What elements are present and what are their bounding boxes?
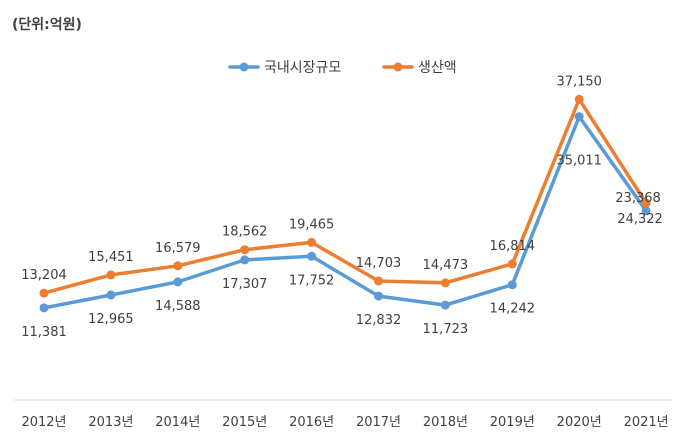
data-label-0: 11,723 [423, 322, 469, 337]
x-tick-label: 2016년 [289, 415, 334, 430]
data-point-1 [106, 270, 116, 280]
x-tick-label: 2020년 [557, 415, 602, 430]
data-label-1: 14,473 [423, 258, 469, 273]
data-label-0: 14,588 [155, 299, 201, 314]
legend-swatch-marker-1 [393, 62, 403, 72]
data-label-1: 24,322 [617, 212, 663, 227]
data-label-0: 17,307 [222, 277, 268, 292]
legend-label-0: 국내시장규모 [264, 60, 341, 76]
data-label-1: 37,150 [556, 74, 602, 89]
series-line-1 [42, 97, 648, 295]
x-tick-label: 2013년 [88, 415, 133, 430]
data-point-1 [574, 94, 584, 104]
data-point-1 [641, 198, 651, 208]
data-point-0 [641, 206, 651, 216]
data-point-1 [307, 237, 317, 247]
data-label-0: 14,242 [490, 302, 536, 317]
data-label-1: 15,451 [88, 250, 134, 265]
data-point-1 [374, 276, 383, 286]
x-tick-label: 2015년 [222, 415, 267, 430]
data-label-0: 11,381 [21, 325, 67, 340]
data-label-0: 12,965 [88, 312, 134, 327]
data-label-1: 18,562 [222, 225, 268, 240]
data-point-1 [507, 259, 517, 269]
data-label-1: 19,465 [289, 217, 335, 232]
data-label-1: 13,204 [21, 268, 67, 283]
data-point-0 [240, 255, 250, 265]
data-label-0: 12,832 [356, 313, 402, 328]
data-label-1: 16,579 [155, 241, 201, 256]
data-point-0 [39, 303, 49, 313]
x-tick-label: 2014년 [155, 415, 200, 430]
data-point-0 [574, 112, 584, 122]
x-tick-label: 2017년 [356, 415, 401, 430]
data-point-0 [173, 277, 183, 287]
data-point-1 [440, 278, 450, 288]
data-label-1: 16,814 [490, 239, 536, 254]
data-label-0: 35,011 [556, 154, 602, 169]
unit-note: (단위:억원) [12, 17, 82, 33]
data-point-1 [173, 261, 183, 271]
series-line-0 [42, 114, 648, 310]
legend-swatch-marker-0 [239, 62, 249, 72]
data-point-1 [39, 288, 49, 298]
data-label-0: 17,752 [289, 273, 335, 288]
data-point-0 [307, 251, 317, 261]
data-point-0 [507, 280, 517, 290]
legend-label-1: 생산액 [418, 60, 457, 76]
data-label-1: 14,703 [356, 256, 402, 271]
data-point-0 [106, 290, 116, 300]
data-point-0 [440, 300, 450, 310]
data-point-0 [374, 291, 383, 301]
x-tick-label: 2018년 [423, 415, 468, 430]
x-tick-label: 2019년 [490, 415, 535, 430]
data-label-0: 23,368 [615, 191, 661, 206]
data-point-1 [240, 245, 250, 255]
x-tick-label: 2021년 [624, 415, 669, 430]
x-tick-label: 2012년 [21, 415, 66, 430]
